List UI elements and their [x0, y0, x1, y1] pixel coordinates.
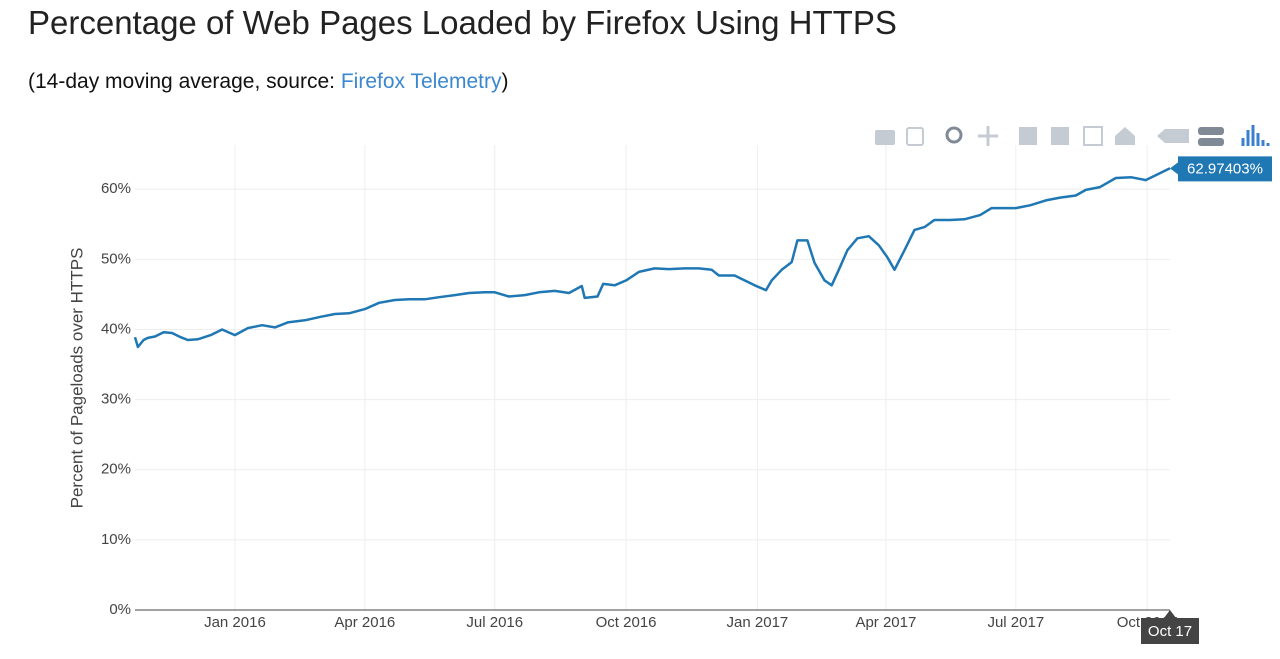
data-line — [133, 167, 1171, 349]
x-tick-label: Apr 2017 — [855, 614, 916, 631]
plotly-logo[interactable] — [1241, 125, 1270, 146]
hover-compare-icon[interactable] — [1198, 138, 1224, 146]
x-tick-label: Jul 2017 — [987, 614, 1044, 631]
x-tick-label: Jan 2017 — [727, 614, 789, 631]
hover-value: 62.97403% — [1187, 160, 1263, 177]
home-icon[interactable] — [1115, 127, 1135, 145]
zoom-out-icon[interactable] — [1051, 127, 1069, 145]
toolbar — [875, 125, 1270, 146]
hover-date: Oct 17 — [1148, 623, 1192, 640]
x-tick-label: Jul 2016 — [466, 614, 523, 631]
zoom-icon[interactable] — [945, 126, 963, 144]
subtitle-text: (14-day moving average, source: — [28, 70, 341, 93]
y-tick-label: 0% — [109, 601, 131, 618]
y-tick-label: 60% — [101, 180, 131, 197]
camera-icon[interactable] — [875, 130, 895, 145]
spike-icon[interactable] — [1157, 129, 1189, 143]
x-tick-label: Jan 2016 — [204, 614, 266, 631]
subtitle: (14-day moving average, source: Firefox … — [28, 70, 509, 94]
subtitle-text: ) — [501, 70, 509, 93]
source-link[interactable]: Firefox Telemetry — [340, 70, 502, 93]
autoscale-icon[interactable] — [1083, 126, 1103, 146]
y-axis-title: Percent of Pageloads over HTTPS — [67, 248, 86, 509]
zoom-in-icon[interactable] — [1019, 127, 1037, 145]
pan-icon[interactable] — [978, 126, 998, 146]
chart-title: Percentage of Web Pages Loaded by Firefo… — [28, 4, 897, 41]
hover-box — [1141, 610, 1199, 644]
hover-closest-icon[interactable] — [1198, 127, 1224, 135]
y-tick-label: 40% — [101, 320, 131, 337]
x-tick-label: Oct 2016 — [596, 614, 657, 631]
y-tick-label: 50% — [101, 250, 131, 267]
save-icon[interactable] — [906, 127, 924, 146]
y-tick-label: 20% — [101, 461, 131, 478]
y-tick-label: 30% — [101, 391, 131, 408]
hover-box — [1170, 156, 1272, 182]
x-tick-label: Apr 2016 — [334, 614, 395, 631]
y-tick-label: 10% — [101, 531, 131, 548]
